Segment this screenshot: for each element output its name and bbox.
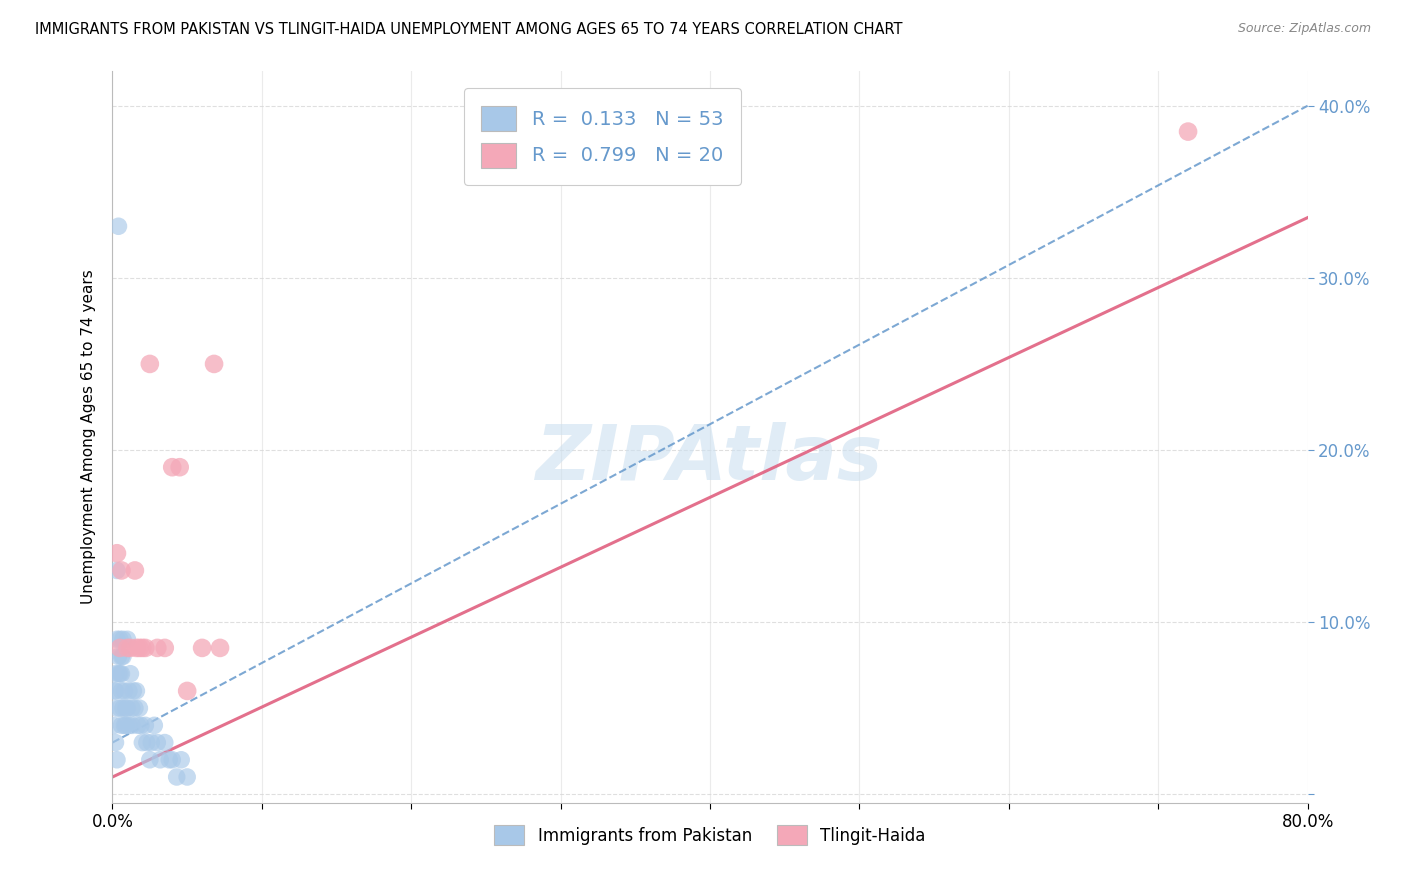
Point [162, 753, 183, 767]
Point [153, 735, 176, 749]
Point [128, 701, 150, 715]
Point [124, 701, 146, 715]
Y-axis label: Unemployment Among Ages 65 to 74 years: Unemployment Among Ages 65 to 74 years [80, 269, 96, 605]
Point [170, 753, 193, 767]
Point [107, 219, 129, 234]
Point [105, 564, 128, 578]
Point [146, 640, 169, 655]
Point [121, 701, 143, 715]
Point [107, 649, 129, 664]
Text: IMMIGRANTS FROM PAKISTAN VS TLINGIT-HAIDA UNEMPLOYMENT AMONG AGES 65 TO 74 YEARS: IMMIGRANTS FROM PAKISTAN VS TLINGIT-HAID… [35, 22, 903, 37]
Point [107, 666, 129, 681]
Point [166, 770, 188, 784]
Point [108, 701, 131, 715]
Point [103, 718, 125, 732]
Legend: Immigrants from Pakistan, Tlingit-Haida: Immigrants from Pakistan, Tlingit-Haida [486, 817, 934, 853]
Point [139, 753, 162, 767]
Point [129, 718, 152, 732]
Point [114, 718, 135, 732]
Point [104, 666, 127, 681]
Point [111, 701, 134, 715]
Point [115, 718, 138, 732]
Point [105, 632, 128, 647]
Point [110, 718, 132, 732]
Point [134, 718, 156, 732]
Point [111, 632, 134, 647]
Point [134, 640, 156, 655]
Point [122, 684, 145, 698]
Point [105, 701, 128, 715]
Point [135, 735, 157, 749]
Point [139, 357, 162, 371]
Point [103, 684, 125, 698]
Point [110, 649, 132, 664]
Point [143, 718, 166, 732]
Point [110, 684, 132, 698]
Point [105, 546, 128, 560]
Point [110, 666, 132, 681]
Point [176, 684, 198, 698]
Point [117, 640, 139, 655]
Point [169, 460, 191, 475]
Point [162, 460, 183, 475]
Point [157, 753, 180, 767]
Text: ZIPAtlas: ZIPAtlas [536, 422, 884, 496]
Point [191, 640, 214, 655]
Point [120, 666, 142, 681]
Point [104, 735, 127, 749]
Point [118, 684, 141, 698]
Point [118, 718, 141, 732]
Point [114, 684, 135, 698]
Point [104, 684, 127, 698]
Point [111, 649, 134, 664]
Point [127, 718, 149, 732]
Point [146, 735, 169, 749]
Point [128, 640, 150, 655]
Point [153, 640, 176, 655]
Point [131, 735, 153, 749]
Point [121, 718, 143, 732]
Point [115, 701, 138, 715]
Point [202, 357, 225, 371]
Point [176, 770, 198, 784]
Text: Source: ZipAtlas.com: Source: ZipAtlas.com [1237, 22, 1371, 36]
Point [110, 564, 132, 578]
Point [124, 564, 146, 578]
Point [149, 753, 172, 767]
Point [105, 753, 128, 767]
Point [125, 640, 148, 655]
Point [1177, 125, 1199, 139]
Point [108, 640, 131, 655]
Point [209, 640, 232, 655]
Point [120, 640, 142, 655]
Point [141, 735, 163, 749]
Point [108, 632, 131, 647]
Point [117, 701, 139, 715]
Point [108, 666, 131, 681]
Point [117, 632, 139, 647]
Point [125, 684, 148, 698]
Point [131, 640, 153, 655]
